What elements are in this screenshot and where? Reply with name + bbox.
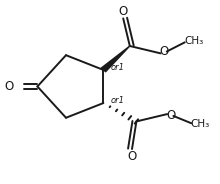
Text: O: O (127, 150, 137, 162)
Polygon shape (101, 46, 130, 72)
Text: or1: or1 (111, 96, 125, 105)
Text: O: O (4, 80, 13, 93)
Text: or1: or1 (111, 63, 125, 72)
Text: CH₃: CH₃ (191, 119, 210, 129)
Text: O: O (166, 109, 176, 122)
Text: O: O (160, 45, 169, 58)
Text: O: O (119, 5, 128, 18)
Text: CH₃: CH₃ (184, 36, 203, 46)
